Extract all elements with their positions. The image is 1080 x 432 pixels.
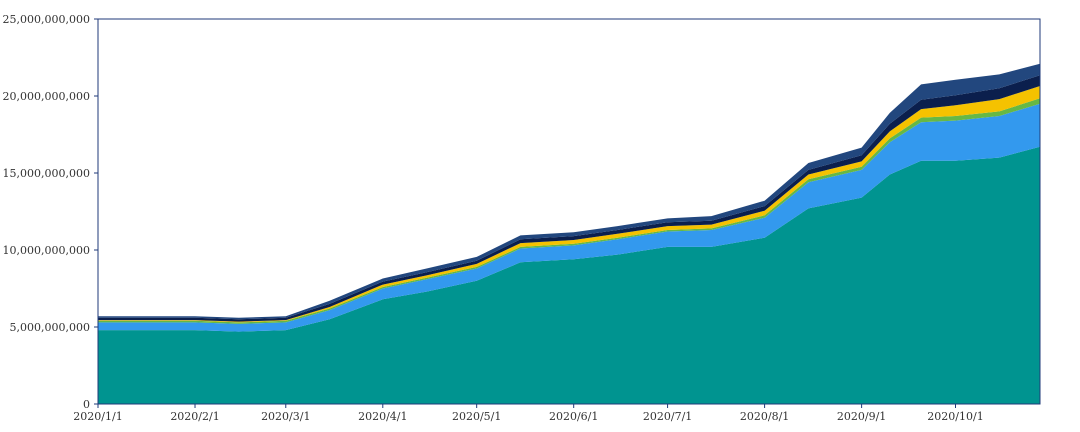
plot-frame xyxy=(97,18,1041,405)
x-tick-label: 2020/9/1 xyxy=(837,410,886,423)
x-tick-label: 2020/1/1 xyxy=(73,410,122,423)
x-tick-label: 2020/2/1 xyxy=(170,410,219,423)
y-tick-label: 0 xyxy=(83,398,90,411)
x-tick-label: 2020/8/1 xyxy=(740,410,789,423)
area-series-6 xyxy=(98,63,1040,320)
x-tick-label: 2020/4/1 xyxy=(358,410,407,423)
area-series-2 xyxy=(98,103,1040,332)
y-tick-label: 5,000,000,000 xyxy=(10,321,90,334)
x-tick-label: 2020/10/1 xyxy=(927,410,983,423)
x-tick-label: 2020/3/1 xyxy=(261,410,310,423)
area-series-4 xyxy=(98,86,1040,323)
x-tick-label: 2020/5/1 xyxy=(452,410,501,423)
x-tick-label: 2020/6/1 xyxy=(549,410,598,423)
y-tick-label: 20,000,000,000 xyxy=(3,90,90,103)
y-tick-label: 10,000,000,000 xyxy=(3,244,90,257)
area-series-3 xyxy=(98,98,1040,324)
x-tick-label: 2020/7/1 xyxy=(643,410,692,423)
area-series-1 xyxy=(98,146,1040,405)
area-series-5 xyxy=(98,75,1040,322)
x-axis: 2020/1/1 2020/2/1 2020/3/1 2020/4/1 2020/5/1… xyxy=(73,404,984,423)
y-axis: 0 5,000,000,000 10,000,000,000 15,000,000,0… xyxy=(3,13,98,411)
y-tick-label: 25,000,000,000 xyxy=(3,13,90,26)
y-tick-label: 15,000,000,000 xyxy=(3,167,90,180)
series-layer xyxy=(98,63,1040,405)
